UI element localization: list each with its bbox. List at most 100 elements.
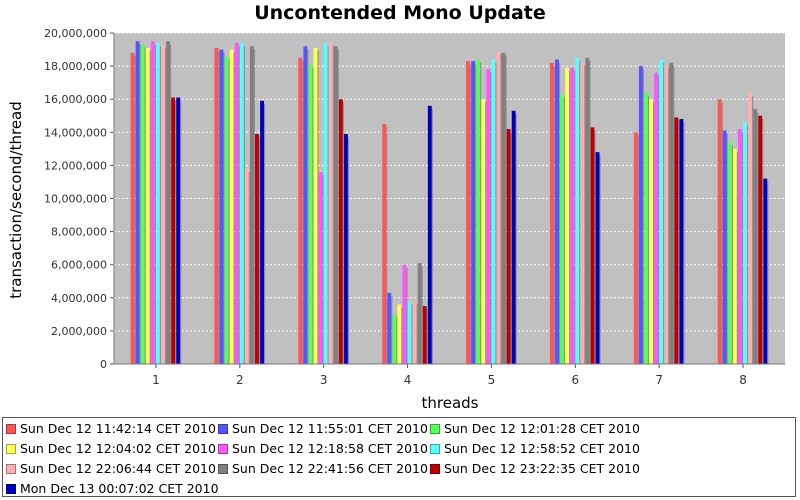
bar bbox=[260, 100, 264, 364]
legend-label: Sun Dec 12 12:01:28 CET 2010 bbox=[444, 421, 640, 436]
legend-item: Sun Dec 12 12:01:28 CET 2010 bbox=[430, 421, 640, 436]
bar-shadow bbox=[683, 122, 685, 364]
bar bbox=[549, 62, 554, 364]
bar bbox=[506, 128, 511, 364]
legend-swatch bbox=[218, 443, 228, 454]
legend-swatch bbox=[430, 463, 440, 474]
legend-swatch bbox=[218, 423, 228, 434]
bar bbox=[633, 132, 638, 364]
bar bbox=[234, 42, 239, 365]
x-axis-label: threads bbox=[422, 394, 479, 412]
bar-shadow bbox=[154, 44, 156, 365]
legend-label: Sun Dec 12 12:18:58 CET 2010 bbox=[232, 441, 428, 456]
bar bbox=[595, 152, 600, 364]
bar bbox=[417, 263, 422, 364]
x-tick-label: 1 bbox=[152, 373, 160, 387]
bar-shadow bbox=[741, 131, 744, 364]
bar bbox=[397, 304, 402, 364]
bar-shadow bbox=[731, 145, 733, 364]
bar-shadow bbox=[391, 295, 393, 364]
bar bbox=[382, 124, 387, 365]
y-tick-label: 10,000,000 bbox=[44, 193, 107, 206]
bar bbox=[664, 64, 669, 364]
bar bbox=[333, 46, 338, 365]
legend-label: Sun Dec 12 23:22:35 CET 2010 bbox=[444, 461, 640, 476]
legend-item: Sun Dec 12 11:42:14 CET 2010 bbox=[6, 421, 216, 436]
legend-swatch bbox=[430, 443, 440, 454]
bar-shadow bbox=[307, 49, 309, 365]
bar bbox=[171, 97, 176, 365]
bar-shadow bbox=[475, 64, 477, 364]
bar-shadow bbox=[495, 62, 497, 364]
legend-swatch bbox=[6, 483, 16, 494]
y-tick-label: 12,000,000 bbox=[44, 159, 107, 172]
y-axis-label: transaction/second/thread bbox=[7, 101, 25, 299]
bar bbox=[491, 59, 496, 364]
bar-shadow bbox=[726, 133, 728, 364]
legend-item: Sun Dec 12 23:22:35 CET 2010 bbox=[430, 461, 640, 476]
bar-shadow bbox=[322, 175, 324, 364]
bar-shadow bbox=[762, 118, 764, 364]
bar-shadow bbox=[480, 62, 482, 364]
bar bbox=[176, 97, 181, 365]
x-tick-label: 6 bbox=[571, 373, 579, 387]
bar-shadow bbox=[767, 181, 769, 364]
bar-shadow bbox=[658, 75, 660, 364]
bar bbox=[638, 66, 643, 364]
bar-shadow bbox=[401, 307, 403, 364]
bar bbox=[219, 49, 224, 365]
bar-shadow bbox=[169, 44, 172, 365]
y-tick-label: 20,000,000 bbox=[44, 27, 107, 40]
legend-swatch bbox=[6, 443, 16, 454]
bar-shadow bbox=[505, 55, 507, 365]
bar bbox=[313, 47, 318, 365]
bar-shadow bbox=[149, 50, 151, 365]
bar-shadow bbox=[312, 67, 314, 364]
legend-item: Sun Dec 12 22:06:44 CET 2010 bbox=[6, 461, 216, 476]
bar-shadow bbox=[134, 55, 136, 365]
bar-shadow bbox=[386, 127, 388, 365]
bar-shadow bbox=[416, 304, 418, 364]
y-tick-label: 6,000,000 bbox=[51, 259, 107, 272]
bar-shadow bbox=[238, 45, 240, 365]
bar-shadow bbox=[223, 52, 225, 365]
legend: Sun Dec 12 11:42:14 CET 2010 Sun Dec 12 1… bbox=[2, 417, 796, 497]
bar bbox=[580, 62, 585, 364]
x-tick-label: 7 bbox=[655, 373, 663, 387]
bar bbox=[669, 62, 674, 364]
bar bbox=[649, 99, 653, 364]
x-tick-label: 5 bbox=[488, 373, 496, 387]
y-tick-label: 14,000,000 bbox=[44, 126, 107, 139]
bar-shadow bbox=[515, 113, 517, 364]
bar-shadow bbox=[180, 100, 182, 365]
legend-swatch bbox=[6, 423, 16, 434]
bar-shadow bbox=[510, 131, 512, 364]
bar-shadow bbox=[396, 317, 398, 364]
bar bbox=[229, 49, 234, 365]
bar bbox=[328, 42, 333, 365]
bar bbox=[471, 61, 476, 364]
legend-item: Sun Dec 12 22:41:56 CET 2010 bbox=[218, 461, 428, 476]
legend-label: Sun Dec 12 12:58:52 CET 2010 bbox=[444, 441, 640, 456]
bar-shadow bbox=[663, 62, 665, 364]
legend-swatch bbox=[6, 463, 16, 474]
bar bbox=[392, 314, 397, 364]
legend-item: Sun Dec 12 12:04:02 CET 2010 bbox=[6, 441, 216, 456]
bar-shadow bbox=[757, 112, 759, 364]
bar bbox=[659, 59, 664, 364]
bar bbox=[145, 47, 150, 365]
bar-shadow bbox=[678, 120, 680, 364]
bar bbox=[130, 52, 135, 365]
bar-shadow bbox=[253, 49, 256, 365]
legend-item: Sun Dec 12 12:18:58 CET 2010 bbox=[218, 441, 428, 456]
bar-shadow bbox=[347, 136, 350, 364]
bar-shadow bbox=[594, 130, 596, 364]
bar bbox=[338, 99, 343, 364]
bar bbox=[758, 115, 763, 364]
bar bbox=[722, 130, 727, 364]
bar bbox=[679, 119, 684, 364]
bar bbox=[570, 67, 575, 364]
bar-shadow bbox=[421, 266, 423, 364]
bar bbox=[308, 64, 313, 364]
bar-shadow bbox=[564, 97, 566, 365]
